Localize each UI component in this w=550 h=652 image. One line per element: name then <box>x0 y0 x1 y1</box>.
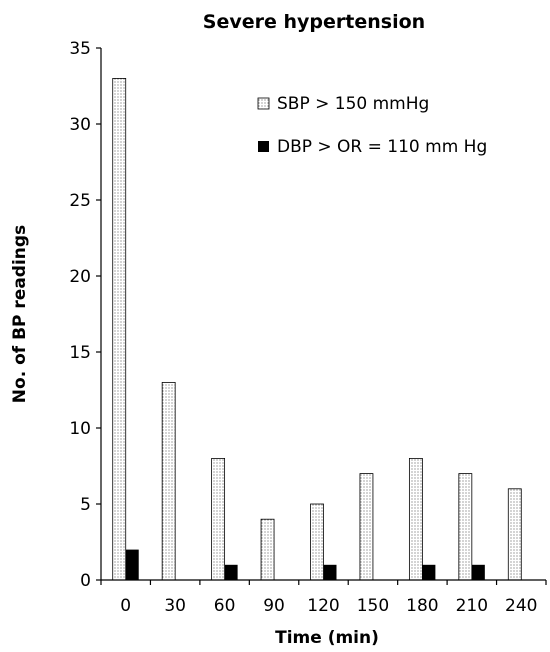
x-axis-label: Time (min) <box>275 628 379 648</box>
bar-sbp <box>359 473 374 581</box>
legend-label-sbp: SBP > 150 mmHg <box>277 94 429 114</box>
y-tick-label: 30 <box>69 115 91 135</box>
x-tick-label: 90 <box>263 596 285 616</box>
y-tick-label: 20 <box>69 267 91 287</box>
bar-sbp <box>112 78 127 581</box>
y-tick-label: 5 <box>80 495 91 515</box>
bar-sbp <box>507 488 522 581</box>
y-tick-label: 25 <box>69 191 91 211</box>
bar-sbp <box>458 473 473 581</box>
y-axis-ticks: 0 5 10 15 20 25 30 35 <box>69 39 101 591</box>
x-axis-ticks: 0 30 60 90 120 150 180 210 240 <box>100 580 547 616</box>
bar-sbp <box>310 503 324 581</box>
bar-sbp <box>161 381 176 581</box>
bar-dbp <box>323 564 337 580</box>
x-tick-label: 120 <box>307 596 339 616</box>
x-tick-label: 210 <box>456 596 488 616</box>
legend-label-dbp: DBP > OR = 110 mm Hg <box>277 137 487 157</box>
y-tick-label: 35 <box>69 39 91 59</box>
bar-dbp <box>471 564 485 580</box>
bar-dbp <box>125 549 139 580</box>
x-tick-label: 30 <box>164 596 186 616</box>
y-axis-label: No. of BP readings <box>10 225 30 403</box>
bar-sbp <box>260 518 275 581</box>
y-tick-label: 15 <box>69 343 91 363</box>
y-tick-label: 0 <box>80 571 91 591</box>
y-tick-label: 10 <box>69 419 91 439</box>
chart-title: Severe hypertension <box>203 11 425 33</box>
x-tick-label: 180 <box>406 596 438 616</box>
x-tick-label: 60 <box>214 596 236 616</box>
legend-swatch-sbp <box>257 97 270 110</box>
x-tick-label: 150 <box>357 596 389 616</box>
bar-sbp <box>408 457 423 581</box>
bar-sbp <box>211 457 226 581</box>
legend-swatch-dbp <box>258 141 269 152</box>
bar-dbp <box>224 564 238 580</box>
x-tick-label: 240 <box>505 596 537 616</box>
legend: SBP > 150 mmHg DBP > OR = 110 mm Hg <box>257 94 487 157</box>
x-tick-label: 0 <box>120 596 131 616</box>
bar-dbp <box>422 564 436 580</box>
